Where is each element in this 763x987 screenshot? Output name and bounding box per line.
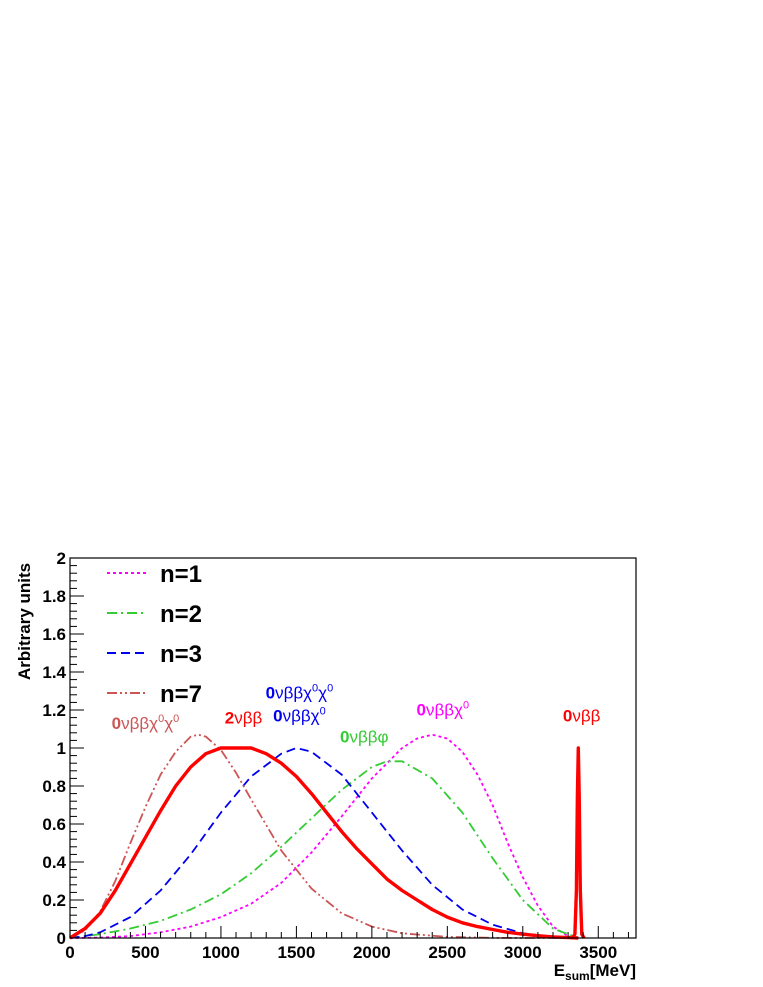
axes-layer: 0 500 1000 1500 2000 2500 3000 3500 0 0.2 0.4 0.6 0.… — [42, 549, 637, 962]
y-tick-label: 0 — [57, 929, 66, 948]
x-axis-title-sub: sum — [565, 969, 590, 983]
y-tick-label: 1.2 — [42, 701, 66, 720]
legend-label-n-2: n=2 — [160, 601, 202, 628]
legend: n=1 n=2 n=3 n=7 — [107, 561, 202, 708]
y-tick-label: 0.4 — [42, 853, 66, 872]
series-line-0 — [69, 733, 579, 939]
annotations: 0νββχ0χ0 2νββ0νββχ0χ00νββχ00νββφ0νββχ00νβ… — [112, 683, 601, 747]
legend-label-n-7: n=7 — [160, 681, 202, 708]
x-tick-label: 3000 — [504, 943, 542, 962]
x-axis-title: Esum[MeV] — [554, 961, 636, 983]
series-line-2 — [69, 747, 579, 939]
y-tick-label: 0.2 — [42, 891, 66, 910]
series-line-5 — [571, 746, 586, 939]
y-tick-label: 1.8 — [42, 587, 66, 606]
x-tick-label: 500 — [131, 943, 159, 962]
y-tick-label: 1.6 — [42, 625, 66, 644]
ann-0vbbx-n1: 0νββχ0 — [417, 700, 470, 720]
legend-label-n-1: n=1 — [160, 561, 202, 588]
series-line-4 — [69, 746, 579, 940]
legend-label-n-3: n=3 — [160, 641, 202, 668]
x-tick-label: 2500 — [428, 943, 466, 962]
y-tick-label: 2 — [57, 549, 66, 568]
y-tick-label: 1.4 — [42, 663, 66, 682]
y-tick-label: 0.6 — [42, 815, 66, 834]
x-tick-label: 3500 — [579, 943, 617, 962]
ann-0vbbx-n3: 0νββχ0 — [273, 705, 326, 725]
y-axis-title: Arbitrary units — [15, 563, 34, 680]
x-axis-title-main: E — [554, 961, 565, 980]
y-tick-label: 1 — [57, 739, 66, 758]
y-tick-label: 0.8 — [42, 777, 66, 796]
x-tick-label: 1000 — [202, 943, 240, 962]
ann-0vbb: 0νββ — [563, 706, 601, 725]
x-tick-label: 2000 — [353, 943, 391, 962]
ann-0vbbphi: 0νββφ — [340, 727, 389, 746]
x-tick-label: 1500 — [277, 943, 315, 962]
ann-0vbbxx-n7: 0νββχ0χ0 — [112, 713, 180, 733]
x-tick-label: 0 — [65, 943, 74, 962]
ann-0vbbxx-n3: 0νββχ0χ0 — [266, 683, 334, 703]
x-axis-title-rest: [MeV] — [590, 961, 636, 980]
series-line-1 — [69, 760, 579, 939]
ann-2vbb: 2νββ — [225, 708, 263, 727]
